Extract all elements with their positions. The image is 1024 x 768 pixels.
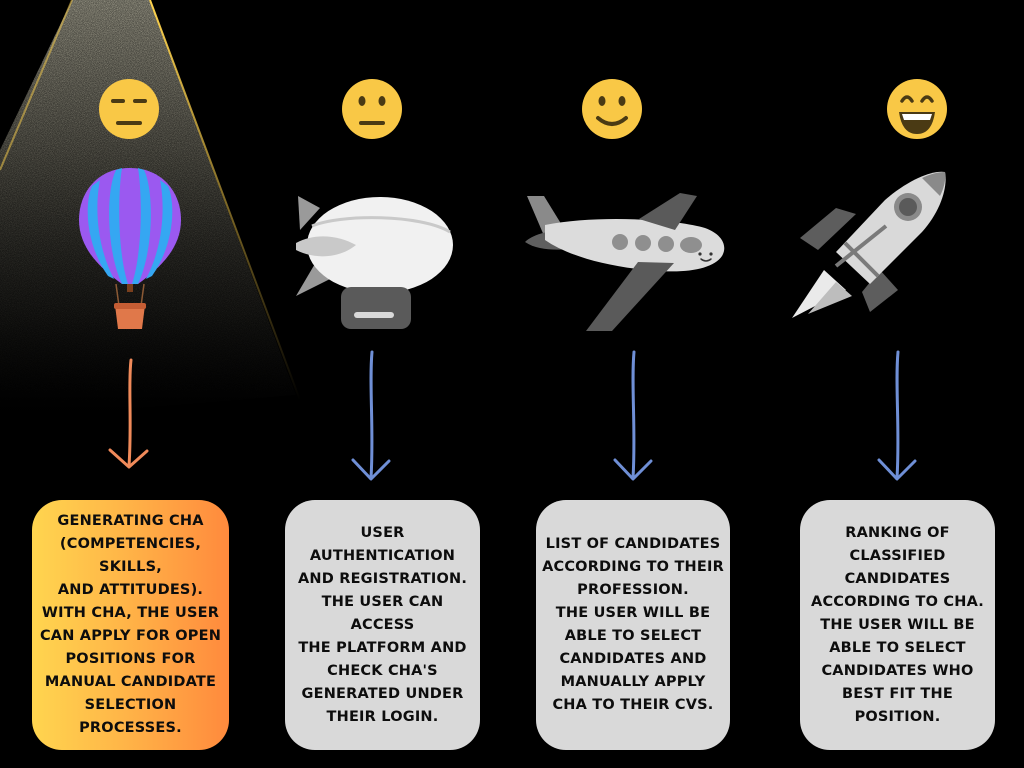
arrow-down-2 — [351, 350, 391, 481]
arrow-down-1 — [108, 358, 149, 469]
step-text-3: LIST OF CANDIDATES ACCORDING TO THEIR PR… — [542, 536, 724, 713]
step-text-2: USER AUTHENTICATION AND REGISTRATION. TH… — [297, 524, 468, 725]
slightly-smiling-face-icon — [582, 79, 642, 139]
airplane-icon — [525, 193, 725, 331]
step-text-1: GENERATING CHA (COMPETENCIES, SKILLS, AN… — [39, 513, 222, 736]
blimp-icon — [296, 196, 453, 329]
expressionless-face-icon — [99, 79, 159, 139]
arrow-down-4 — [877, 350, 917, 481]
step-box-list-of-candidates: LIST OF CANDIDATES ACCORDING TO THEIR PR… — [536, 500, 730, 750]
step-text-4: RANKING OF CLASSIFIED CANDIDATES ACCORDI… — [811, 524, 984, 725]
step-box-user-authentication: USER AUTHENTICATION AND REGISTRATION. TH… — [285, 500, 480, 750]
grinning-face-icon — [887, 79, 947, 139]
neutral-face-icon — [342, 79, 402, 139]
arrow-down-3 — [613, 350, 653, 481]
rocket-icon — [792, 171, 946, 318]
step-box-generating-cha: GENERATING CHA (COMPETENCIES, SKILLS, AN… — [32, 500, 229, 750]
hot-air-balloon-icon — [79, 168, 181, 329]
step-box-ranking-candidates: RANKING OF CLASSIFIED CANDIDATES ACCORDI… — [800, 500, 995, 750]
